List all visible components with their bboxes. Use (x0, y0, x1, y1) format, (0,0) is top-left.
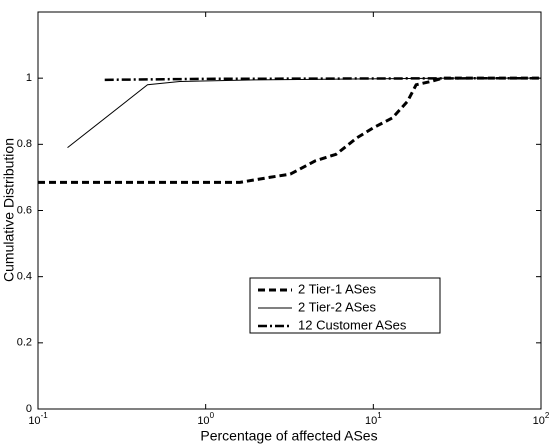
y-tick-label: 0.6 (17, 204, 32, 216)
tick-base: 10 (365, 415, 377, 427)
series-line (67, 77, 541, 149)
tick-exponent: 2 (545, 411, 550, 420)
x-tick-label: 102 (533, 411, 550, 427)
tick-exponent: 0 (210, 411, 215, 420)
legend-box (249, 277, 441, 334)
y-tick-label: 0.2 (17, 337, 32, 349)
y-axis-label: Cumulative Distribution (1, 138, 17, 282)
tick-base: 10 (197, 415, 209, 427)
x-tick-label: 101 (365, 411, 382, 427)
series-line (104, 76, 542, 82)
y-tick-label: 0.4 (17, 271, 32, 283)
legend-text: 12 Customer ASes (298, 317, 407, 332)
tick-exponent: -1 (41, 411, 49, 420)
y-tick-label: 0 (26, 403, 32, 415)
legend-text: 2 Tier-1 ASes (298, 281, 377, 296)
x-tick-label: 100 (197, 411, 214, 427)
x-axis-label: Percentage of affected ASes (200, 428, 377, 444)
y-tick-label: 0.8 (17, 138, 32, 150)
series-line (38, 76, 541, 184)
y-tick-label: 1 (26, 72, 32, 84)
tick-base: 10 (533, 415, 545, 427)
legend-text: 2 Tier-2 ASes (298, 299, 377, 314)
tick-exponent: 1 (377, 411, 382, 420)
tick-base: 10 (28, 415, 40, 427)
x-tick-label: 10-1 (28, 411, 48, 427)
plot-frame (37, 11, 542, 410)
